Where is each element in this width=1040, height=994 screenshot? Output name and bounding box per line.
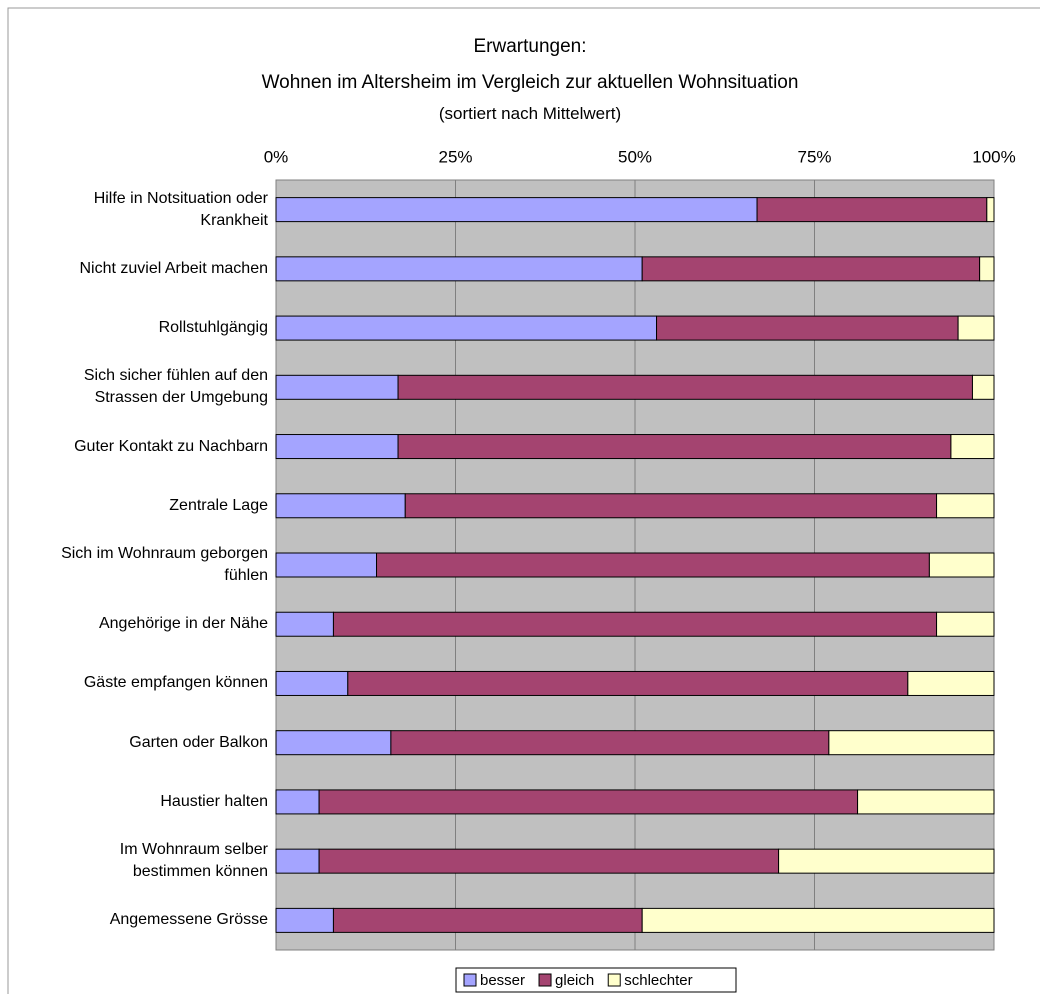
bar-segment: [857, 789, 995, 815]
bar-segment: [950, 434, 995, 460]
y-tick-label: Sich sicher fühlen auf den Strassen der …: [83, 367, 268, 407]
x-tick-label: 75%: [797, 147, 831, 166]
bar-segment: [936, 611, 995, 637]
bar-segment: [397, 434, 952, 460]
bar-segment: [778, 848, 995, 874]
bar-segment: [971, 374, 995, 400]
y-tick-label: Angehörige in der Nähe: [98, 615, 268, 633]
x-tick-label: 50%: [618, 147, 652, 166]
bar-segment: [275, 434, 399, 460]
y-tick-label: Nicht zuviel Arbeit machen: [79, 259, 268, 277]
y-tick-label: Haustier halten: [160, 792, 268, 810]
bar-segment: [986, 197, 995, 223]
bar-segment: [275, 789, 320, 815]
bar-segment: [275, 374, 399, 400]
legend-swatch: [607, 973, 621, 987]
bar-segment: [275, 670, 349, 696]
y-tick-label: Rollstuhlgängig: [158, 319, 268, 337]
bar-segment: [390, 730, 830, 756]
bar-segment: [756, 197, 988, 223]
bar-segment: [318, 848, 780, 874]
chart-note: (sortiert nach Mittelwert): [438, 104, 622, 123]
bar-segment: [641, 256, 981, 282]
bar-segment: [907, 670, 995, 696]
bar-segment: [275, 848, 320, 874]
legend-swatch: [463, 973, 477, 987]
y-tick-label: Im Wohnraum selber bestimmen können: [119, 841, 268, 881]
bar-segment: [928, 552, 995, 578]
legend-swatch: [538, 973, 552, 987]
x-tick-label: 25%: [438, 147, 472, 166]
bar-segment: [376, 552, 930, 578]
bar-segment: [275, 730, 392, 756]
chart-border: [7, 7, 1040, 994]
chart-subtitle: Wohnen im Altersheim im Vergleich zur ak…: [261, 72, 799, 93]
bar-segment: [275, 256, 643, 282]
y-tick-label: Gäste empfangen können: [83, 674, 268, 692]
bar-segment: [275, 907, 334, 933]
bar-segment: [275, 552, 378, 578]
bar-segment: [275, 493, 406, 519]
legend-label: schlechter: [624, 972, 692, 989]
bar-segment: [332, 611, 938, 637]
legend-label: besser: [480, 972, 525, 989]
bar-segment: [656, 315, 959, 341]
legend-box: [455, 967, 737, 993]
bar-segment: [275, 197, 758, 223]
bar-segment: [275, 611, 334, 637]
bar-segment: [347, 670, 909, 696]
x-tick-label: 100%: [972, 147, 1015, 166]
bar-segment: [641, 907, 995, 933]
bar-segment: [275, 315, 658, 341]
x-tick-label: 0%: [264, 147, 289, 166]
bar-segment: [332, 907, 643, 933]
y-tick-label: Sich im Wohnraum geborgen fühlen: [61, 545, 268, 584]
legend-label: gleich: [555, 972, 594, 989]
y-tick-label: Hilfe in Notsituation oder Krankheit: [93, 189, 268, 229]
bar-segment: [318, 789, 859, 815]
bar-segment: [404, 493, 938, 519]
y-tick-label: Guter Kontakt zu Nachbarn: [74, 437, 268, 455]
bar-segment: [979, 256, 995, 282]
y-tick-label: Garten oder Balkon: [129, 733, 268, 751]
bar-segment: [828, 730, 995, 756]
bar-segment: [957, 315, 995, 341]
y-tick-label: Angemessene Grösse: [109, 911, 268, 929]
chart-title: Erwartungen:: [473, 36, 587, 57]
y-tick-label: Zentrale Lage: [169, 496, 268, 514]
bar-segment: [397, 374, 973, 400]
bar-segment: [936, 493, 995, 519]
